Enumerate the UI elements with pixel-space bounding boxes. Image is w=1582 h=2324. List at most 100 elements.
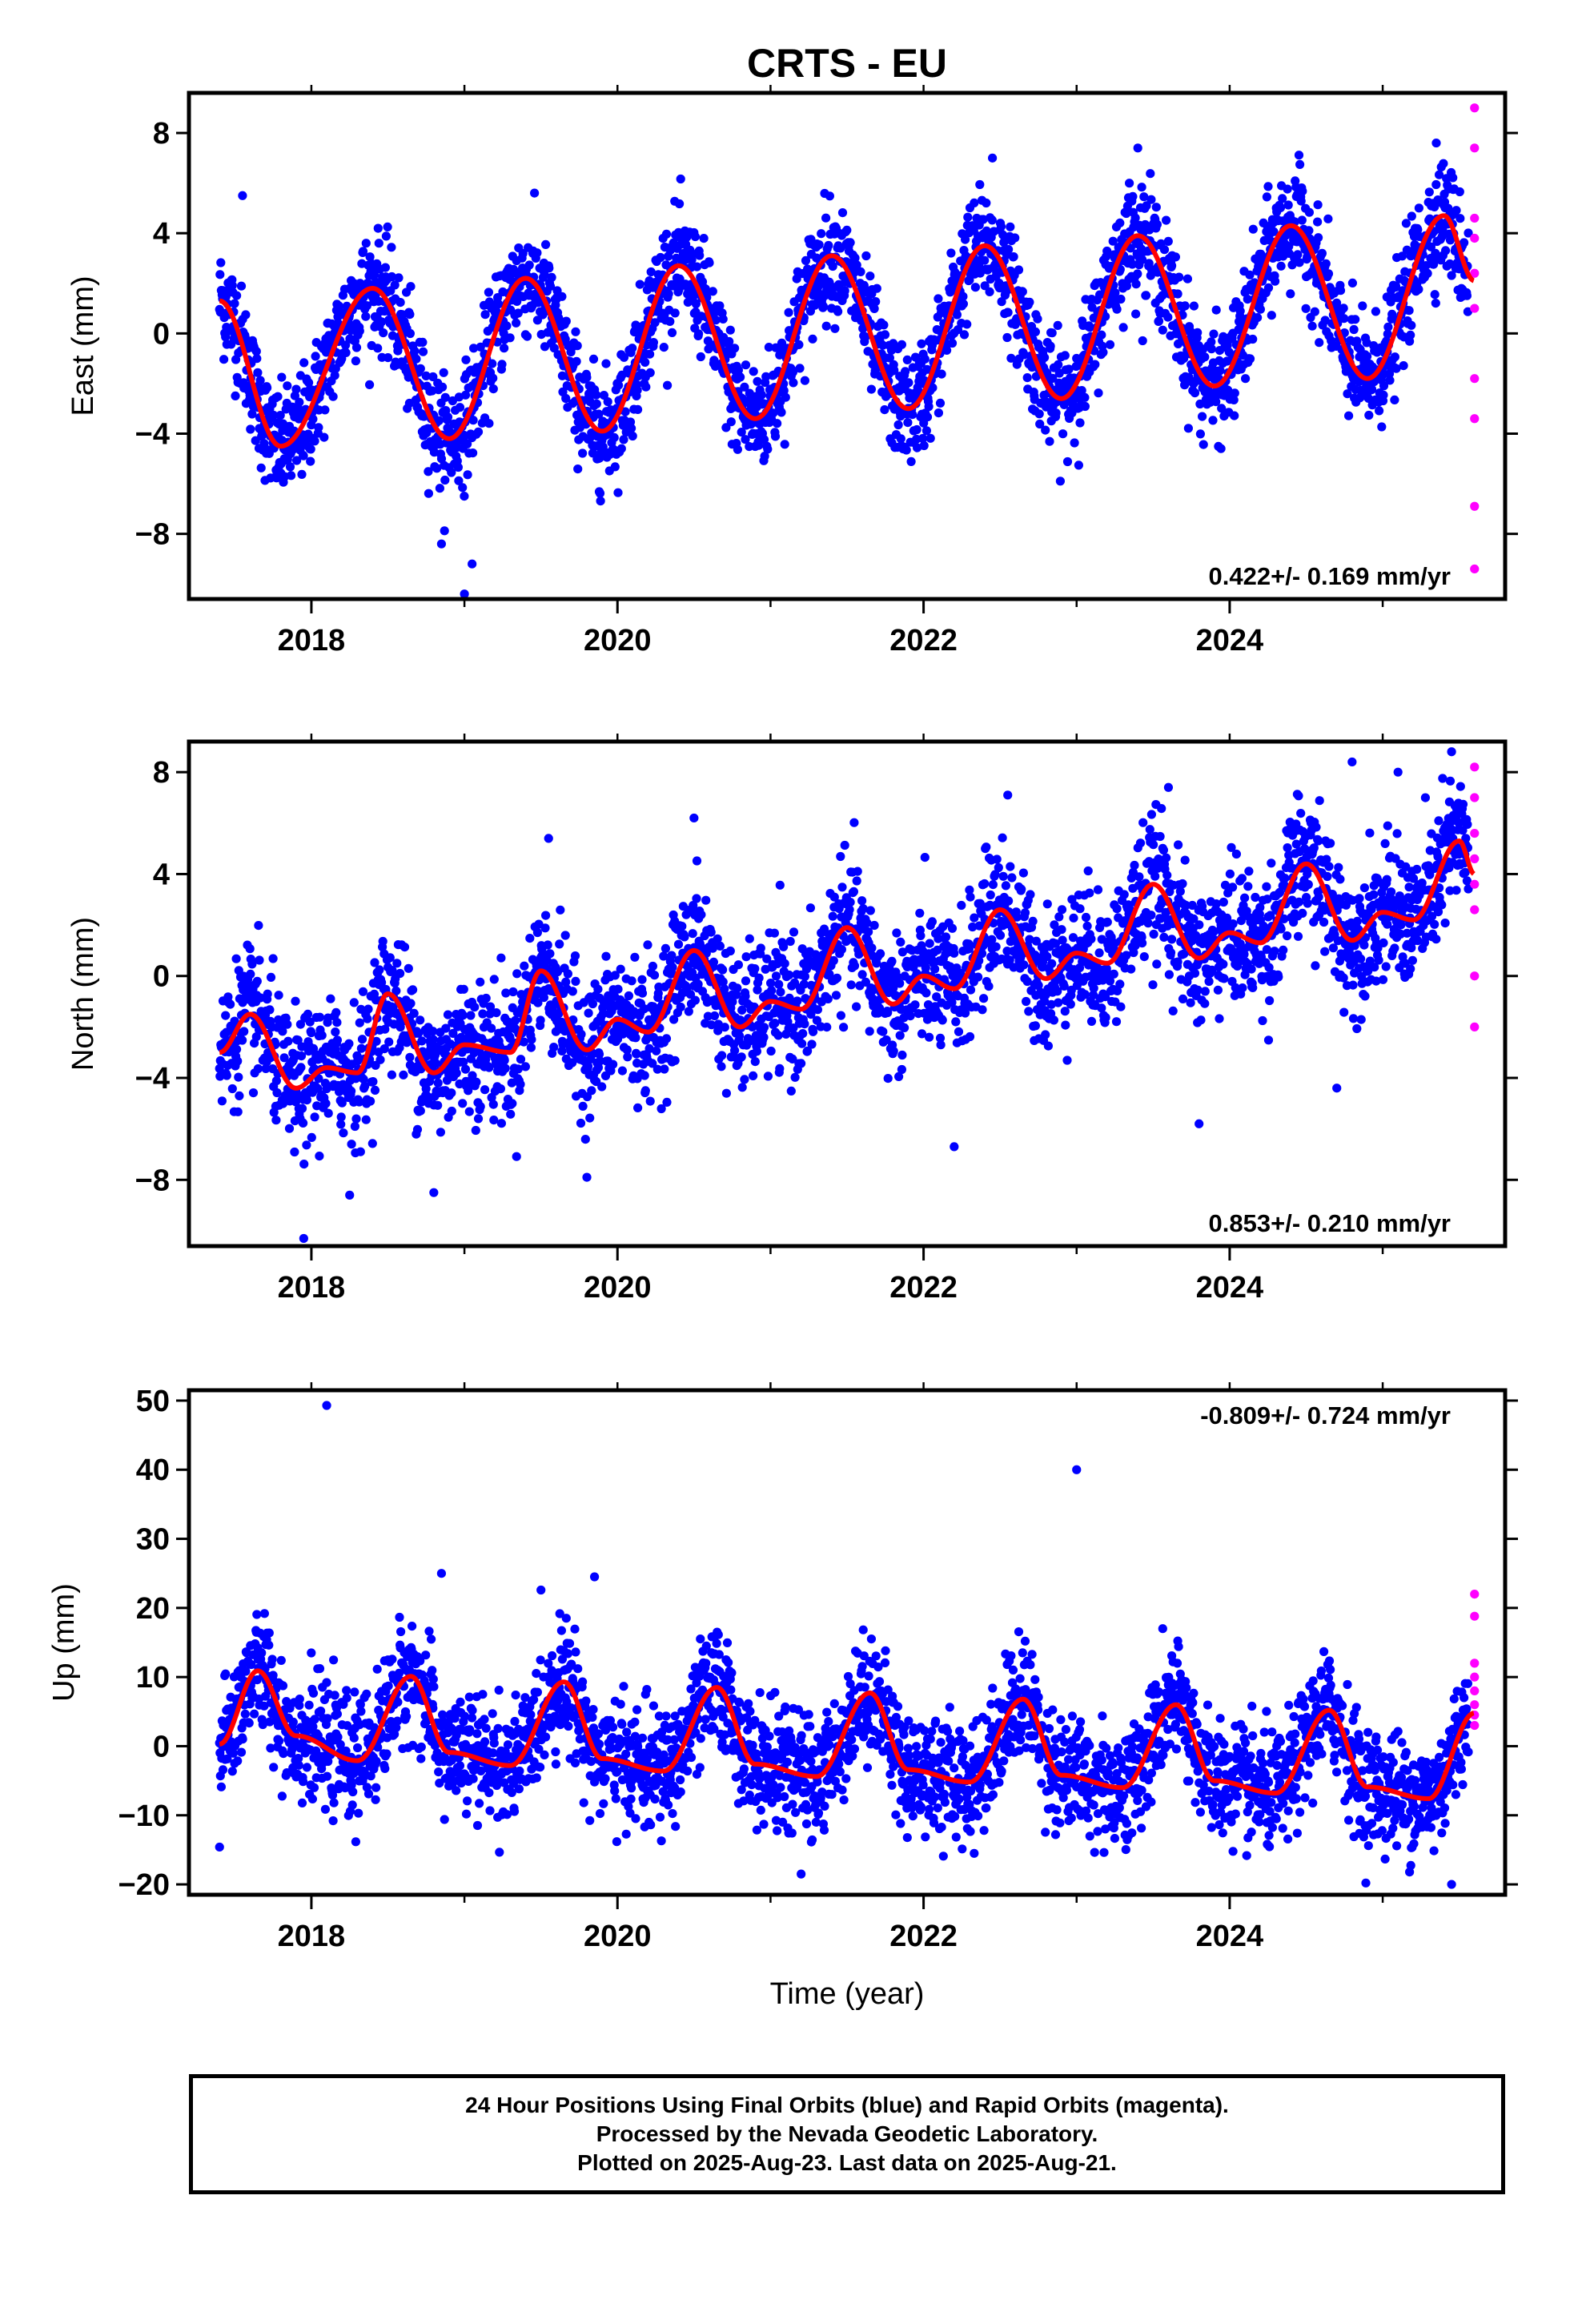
final-point [904,378,913,388]
final-point [405,328,415,339]
final-point [369,270,379,279]
final-point [865,906,875,915]
final-point [355,1018,364,1027]
final-point [917,339,926,348]
final-point [246,424,255,434]
final-point [320,405,330,415]
final-point [328,392,338,401]
final-point [458,1099,468,1108]
final-point [460,492,469,501]
final-point [570,951,580,961]
final-point [641,382,651,392]
final-point [256,463,266,472]
final-point [275,411,285,420]
final-point [221,1011,231,1020]
final-point [958,292,968,301]
final-point [299,451,308,460]
final-point [500,1055,509,1065]
final-point [869,304,879,313]
final-point [464,1107,474,1116]
y-tick-label: 8 [153,117,170,151]
final-point [592,399,601,408]
final-point [492,307,501,316]
final-point [1045,436,1054,446]
final-point [387,271,396,282]
final-point [613,488,623,497]
final-point [1301,304,1311,313]
final-point [793,996,802,1006]
final-point [853,866,862,876]
final-point [643,940,652,950]
final-point [1424,187,1434,197]
final-point [1217,404,1227,413]
final-point [297,1104,307,1113]
final-point [1101,312,1110,321]
final-point [645,368,655,377]
final-point [876,949,885,959]
final-point [350,1121,359,1132]
final-point [500,344,509,353]
final-point [365,380,375,389]
final-point [355,326,364,336]
final-point [797,1039,807,1048]
final-point [561,316,571,326]
final-point [979,994,989,1003]
final-point [677,922,687,931]
final-point [759,435,769,444]
final-point [488,384,498,394]
final-point [921,988,931,998]
final-point [1047,959,1057,968]
final-point [770,1019,780,1028]
final-point [670,308,680,318]
final-point [285,462,295,472]
final-point [362,301,371,311]
final-point [1462,291,1472,300]
final-point [571,976,580,986]
rapid-point [1470,304,1480,313]
final-point [1043,1041,1053,1051]
final-point [508,987,518,997]
final-point [505,333,515,343]
final-point [633,1103,643,1112]
final-point [299,358,309,368]
final-point [351,1114,361,1124]
final-point [247,409,257,419]
final-point [447,1106,456,1116]
final-point [296,1063,306,1072]
final-point [1075,418,1085,428]
final-point [290,1147,299,1157]
final-point [578,1101,588,1111]
final-point [231,391,240,400]
final-point [383,353,393,363]
final-point [1159,245,1170,255]
final-point [640,1071,649,1080]
final-point [624,991,634,1001]
final-point [540,923,550,933]
final-point [717,1062,726,1072]
final-point [908,409,917,420]
final-point [608,1059,618,1069]
final-point [725,946,735,956]
final-point [219,355,229,364]
final-point [512,1152,521,1161]
final-point [771,971,781,981]
final-point [822,1023,832,1032]
final-point [807,1039,817,1049]
final-point [997,297,1006,307]
final-point [1163,236,1173,246]
final-point [920,853,930,862]
final-point [1313,200,1323,210]
final-point [476,342,485,352]
final-point [463,470,472,480]
final-point [1241,374,1251,384]
final-point [980,281,990,291]
final-point [1030,327,1040,336]
final-point [982,842,991,852]
final-point [1098,348,1108,357]
final-point [741,952,751,962]
final-point [880,405,889,415]
final-point [344,1039,354,1048]
final-point [1304,207,1314,217]
final-point [978,215,988,224]
final-point [721,1088,732,1098]
